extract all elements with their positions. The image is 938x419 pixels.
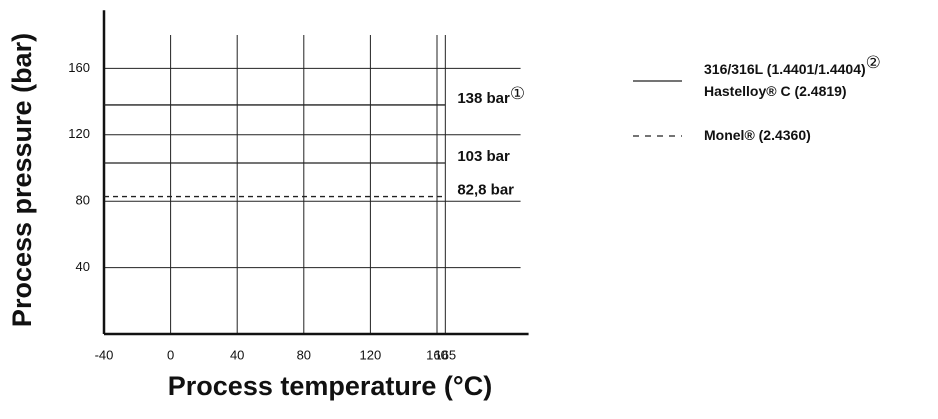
y-axis-label: Process pressure (bar) [7,33,37,327]
x-tick-label: -40 [95,347,114,362]
value-label: 103 bar [457,148,510,165]
value-label: 138 bar① [457,84,525,106]
x-tick-label: 80 [297,347,311,362]
y-tick-label: 80 [76,193,90,208]
value-label-text: 82,8 bar [457,182,514,199]
x-tick-label: 160 [426,347,448,362]
footnote-mark: ① [510,84,525,103]
x-tick-label: 40 [230,347,244,362]
x-tick-label: 165 [434,347,456,362]
x-axis-label: Process temperature (°C) [168,371,492,401]
y-tick-label: 160 [68,60,90,75]
legend-label: 316/316L (1.4401/1.4404)② [704,53,881,76]
value-label: 82,8 bar [457,182,514,199]
y-tick-label: 120 [68,126,90,141]
footnote-mark: ② [866,53,881,72]
legend-label: Monel® (2.4360) [704,127,811,143]
value-label-text: 103 bar [457,148,510,165]
legend-label: Hastelloy® C (2.4819) [704,83,847,99]
legend-text: 316/316L (1.4401/1.4404) [704,61,866,77]
value-label-text: 138 bar [457,90,510,107]
x-tick-label: 120 [360,347,382,362]
legend-text: Hastelloy® C (2.4819) [704,83,847,99]
legend-text: Monel® (2.4360) [704,127,811,143]
y-tick-label: 40 [76,259,90,274]
x-tick-label: 0 [167,347,174,362]
